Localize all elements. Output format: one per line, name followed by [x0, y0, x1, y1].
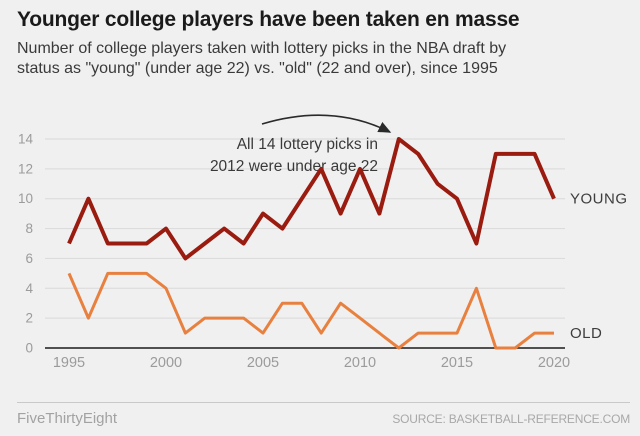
- y-tick-label-4: 4: [25, 281, 33, 296]
- x-tick-label-2000: 2000: [150, 355, 182, 371]
- x-tick-label-2015: 2015: [441, 355, 473, 371]
- series-line-young: [67, 137, 556, 261]
- series-label-old: OLD: [570, 325, 602, 342]
- series-label-young: YOUNG: [570, 191, 628, 208]
- x-tick-label-2010: 2010: [344, 355, 376, 371]
- chart-header: Younger college players have been taken …: [17, 8, 623, 79]
- source-credit: SOURCE: BASKETBALL-REFERENCE.COM: [392, 412, 630, 426]
- footer: FiveThirtyEight SOURCE: BASKETBALL-REFER…: [17, 410, 630, 427]
- y-tick-label-6: 6: [25, 251, 33, 266]
- footer-divider: [17, 402, 630, 403]
- x-tick-label-1995: 1995: [53, 355, 85, 371]
- y-tick-label-10: 10: [18, 191, 33, 206]
- y-tick-label-0: 0: [25, 341, 33, 356]
- chart-subtitle-line1: Number of college players taken with lot…: [17, 40, 507, 57]
- annotation-arrow: [261, 114, 392, 133]
- y-tick-label-2: 2: [25, 311, 33, 326]
- x-tick-label-2020: 2020: [538, 355, 570, 371]
- brand-label: FiveThirtyEight: [17, 410, 118, 427]
- series-line-old: [67, 271, 554, 350]
- annotation-line1: All 14 lottery picks in: [237, 136, 378, 153]
- x-tick-label-2005: 2005: [247, 355, 279, 371]
- y-tick-label-14: 14: [18, 131, 34, 146]
- y-tick-label-8: 8: [25, 221, 33, 236]
- chart-subtitle-line2: status as "young" (under age 22) vs. "ol…: [17, 60, 498, 77]
- annotation-line2: 2012 were under age 22: [210, 158, 378, 175]
- page-title: Younger college players have been taken …: [17, 8, 520, 31]
- y-tick-label-12: 12: [18, 161, 33, 176]
- line-chart: 0 2 4 6 8 10 12 14 1995 2000 2005 2010 2015 2020 All 1…: [18, 114, 628, 371]
